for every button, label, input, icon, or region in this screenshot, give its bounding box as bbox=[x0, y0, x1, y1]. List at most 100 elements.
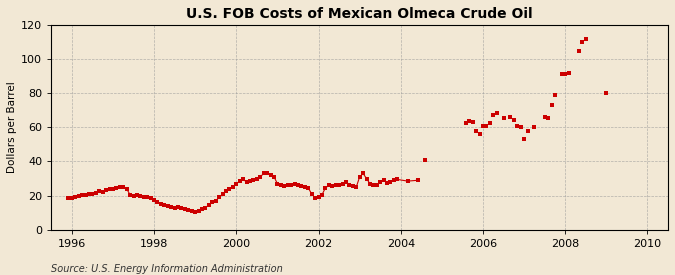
Point bbox=[176, 206, 187, 211]
Point bbox=[169, 205, 180, 210]
Point bbox=[556, 71, 567, 76]
Point bbox=[498, 116, 509, 120]
Point bbox=[389, 178, 400, 183]
Point bbox=[518, 137, 529, 141]
Point bbox=[488, 113, 499, 118]
Point bbox=[122, 187, 132, 191]
Point bbox=[313, 195, 324, 200]
Point bbox=[262, 170, 273, 175]
Point bbox=[491, 111, 502, 115]
Point bbox=[190, 210, 200, 214]
Point bbox=[265, 173, 276, 177]
Point bbox=[351, 185, 362, 189]
Point bbox=[515, 125, 526, 130]
Point bbox=[320, 186, 331, 190]
Point bbox=[77, 192, 88, 197]
Point bbox=[94, 189, 105, 194]
Point bbox=[419, 158, 430, 162]
Point bbox=[159, 203, 169, 207]
Point bbox=[300, 185, 310, 189]
Point bbox=[378, 178, 389, 183]
Point bbox=[70, 195, 80, 199]
Point bbox=[337, 182, 348, 186]
Point bbox=[152, 199, 163, 204]
Point bbox=[193, 209, 204, 213]
Point bbox=[275, 182, 286, 187]
Point bbox=[279, 184, 290, 188]
Point bbox=[574, 48, 585, 53]
Point bbox=[128, 193, 139, 198]
Point bbox=[412, 178, 423, 183]
Point bbox=[63, 196, 74, 200]
Point bbox=[74, 193, 84, 198]
Point bbox=[333, 182, 344, 187]
Point bbox=[272, 182, 283, 186]
Point bbox=[344, 182, 355, 187]
Point bbox=[221, 189, 232, 194]
Point bbox=[118, 185, 129, 190]
Point bbox=[200, 205, 211, 210]
Point bbox=[361, 176, 372, 181]
Point bbox=[66, 196, 77, 200]
Point bbox=[546, 103, 557, 107]
Point bbox=[241, 180, 252, 184]
Point bbox=[101, 188, 111, 192]
Point bbox=[292, 183, 303, 188]
Point bbox=[543, 116, 554, 120]
Point bbox=[580, 36, 591, 41]
Point bbox=[90, 191, 101, 195]
Point bbox=[505, 115, 516, 119]
Point bbox=[135, 194, 146, 199]
Point bbox=[282, 183, 293, 188]
Point bbox=[84, 192, 95, 196]
Point bbox=[227, 185, 238, 189]
Point bbox=[371, 183, 382, 188]
Point bbox=[186, 209, 197, 213]
Point bbox=[286, 182, 296, 187]
Point bbox=[132, 193, 142, 197]
Point bbox=[104, 187, 115, 191]
Point bbox=[577, 40, 588, 44]
Point bbox=[381, 181, 392, 185]
Point bbox=[310, 196, 321, 200]
Point bbox=[563, 70, 574, 75]
Point bbox=[269, 175, 279, 179]
Point bbox=[317, 192, 327, 197]
Point bbox=[348, 184, 358, 188]
Point bbox=[481, 123, 492, 128]
Point bbox=[368, 182, 379, 187]
Point bbox=[97, 190, 108, 194]
Point bbox=[341, 180, 352, 184]
Point bbox=[296, 184, 307, 188]
Point bbox=[203, 203, 214, 207]
Point bbox=[238, 177, 248, 182]
Point bbox=[475, 132, 485, 136]
Point bbox=[485, 121, 495, 125]
Point bbox=[183, 208, 194, 212]
Point bbox=[214, 195, 225, 200]
Point bbox=[330, 183, 341, 188]
Point bbox=[211, 199, 221, 203]
Point bbox=[402, 179, 413, 183]
Point bbox=[248, 178, 259, 183]
Point bbox=[107, 187, 118, 191]
Point bbox=[289, 182, 300, 186]
Point bbox=[234, 179, 245, 183]
Point bbox=[529, 125, 540, 130]
Point bbox=[207, 200, 218, 205]
Text: Source: U.S. Energy Information Administration: Source: U.S. Energy Information Administ… bbox=[51, 264, 282, 274]
Point bbox=[231, 182, 242, 186]
Point bbox=[138, 195, 149, 200]
Point bbox=[385, 180, 396, 184]
Point bbox=[111, 186, 122, 190]
Point bbox=[155, 202, 166, 206]
Title: U.S. FOB Costs of Mexican Olmeca Crude Oil: U.S. FOB Costs of Mexican Olmeca Crude O… bbox=[186, 7, 533, 21]
Point bbox=[539, 115, 550, 119]
Point bbox=[522, 128, 533, 133]
Point bbox=[323, 183, 334, 188]
Point bbox=[512, 124, 522, 129]
Point bbox=[375, 180, 385, 184]
Point bbox=[508, 117, 519, 122]
Point bbox=[252, 176, 263, 181]
Point bbox=[303, 186, 314, 190]
